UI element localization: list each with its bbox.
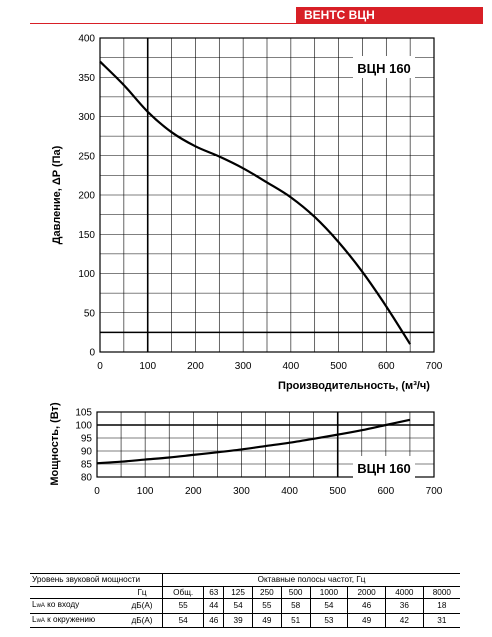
x-tick-label: 500	[329, 486, 346, 497]
sound-table-title: Уровень звуковой мощности	[30, 573, 163, 586]
y-axis-label: Давление, ΔP (Па)	[51, 145, 63, 244]
y-tick-label: 300	[78, 112, 95, 123]
title-background	[353, 56, 415, 78]
column-header: 4000	[384, 585, 424, 599]
y-tick-label: 100	[75, 421, 92, 432]
x-tick-label: 100	[139, 361, 156, 372]
x-tick-label: 500	[330, 361, 347, 372]
row-unit: дБ(А)	[122, 612, 163, 628]
x-tick-label: 300	[235, 361, 252, 372]
row-label: LwA к окружению	[30, 612, 122, 628]
table-cell: 58	[280, 598, 311, 613]
sound-table-header: Уровень звуковой мощности Октавные полос…	[30, 573, 460, 586]
table-cell: 51	[280, 612, 311, 628]
y-tick-label: 250	[78, 151, 95, 162]
x-tick-label: 700	[426, 361, 443, 372]
y-tick-label: 80	[81, 473, 93, 484]
x-tick-label: 400	[281, 486, 298, 497]
table-cell: 49	[251, 612, 282, 628]
table-cell: 54	[309, 598, 348, 613]
y-tick-label: 100	[78, 269, 95, 280]
table-cell: 44	[203, 598, 224, 613]
y-tick-label: 85	[81, 460, 93, 471]
table-cell: 42	[384, 612, 424, 628]
table-cell: 55	[251, 598, 282, 613]
x-axis-label: Производительность, (м³/ч)	[278, 380, 430, 392]
x-tick-label: 700	[426, 486, 443, 497]
table-row: LwA к окружению дБ(А) 54 46 39 49 51 53 …	[30, 612, 460, 628]
column-header: 63	[203, 585, 224, 599]
table-cell: 31	[422, 612, 460, 628]
x-tick-label: 600	[378, 361, 395, 372]
table-cell: 54	[161, 612, 204, 628]
x-tick-label: 0	[94, 486, 100, 497]
x-tick-label: 300	[233, 486, 250, 497]
table-row: LwA ко входу дБ(А) 55 44 54 55 58 54 46 …	[30, 598, 460, 613]
column-header: Общ.	[161, 585, 204, 599]
y-tick-label: 400	[78, 34, 95, 45]
table-cell: 46	[347, 598, 386, 613]
y-axis-label: Мощность, (Вт)	[49, 402, 61, 486]
brand-badge: ВЕНТС ВЦН	[296, 7, 483, 23]
y-tick-label: 200	[78, 191, 95, 202]
table-cell: 39	[223, 612, 253, 628]
sound-table-columns: Гц Общ. 63 125 250 500 1000 2000 4000 80…	[30, 585, 460, 599]
table-cell: 54	[223, 598, 253, 613]
sound-table: Уровень звуковой мощности Октавные полос…	[30, 573, 460, 628]
chart-title: ВЦН 160	[357, 461, 411, 476]
y-tick-label: 95	[81, 434, 93, 445]
y-tick-label: 90	[81, 447, 93, 458]
x-tick-label: 400	[283, 361, 300, 372]
x-tick-label: 600	[378, 486, 395, 497]
series-line	[99, 60, 412, 345]
y-tick-label: 150	[78, 230, 95, 241]
header-rule	[30, 23, 483, 24]
column-header: 500	[280, 585, 311, 599]
table-cell: 36	[384, 598, 424, 613]
octave-title: Октавные полосы частот, Гц	[162, 573, 460, 586]
hz-label: Гц	[122, 585, 163, 599]
table-cell: 55	[161, 598, 204, 613]
y-tick-label: 50	[84, 308, 96, 319]
y-tick-label: 350	[78, 73, 95, 84]
row-unit: дБ(А)	[122, 598, 163, 613]
column-header: 1000	[309, 585, 348, 599]
column-header: 250	[251, 585, 282, 599]
column-header: 125	[223, 585, 253, 599]
table-cell: 49	[347, 612, 386, 628]
x-tick-label: 200	[185, 486, 202, 497]
column-header: 2000	[347, 585, 386, 599]
series-line	[96, 418, 411, 465]
title-background	[353, 456, 415, 478]
y-tick-label: 105	[75, 408, 92, 419]
table-cell: 18	[422, 598, 460, 613]
row-label: LwA ко входу	[30, 598, 122, 613]
y-tick-label: 0	[89, 348, 95, 359]
chart-title: ВЦН 160	[357, 61, 411, 76]
column-header: 8000	[422, 585, 460, 599]
table-cell: 46	[203, 612, 224, 628]
x-tick-label: 0	[97, 361, 103, 372]
plot-frame	[99, 37, 435, 353]
x-tick-label: 200	[187, 361, 204, 372]
x-tick-label: 100	[137, 486, 154, 497]
plot-frame	[96, 411, 435, 478]
table-cell: 53	[309, 612, 348, 628]
